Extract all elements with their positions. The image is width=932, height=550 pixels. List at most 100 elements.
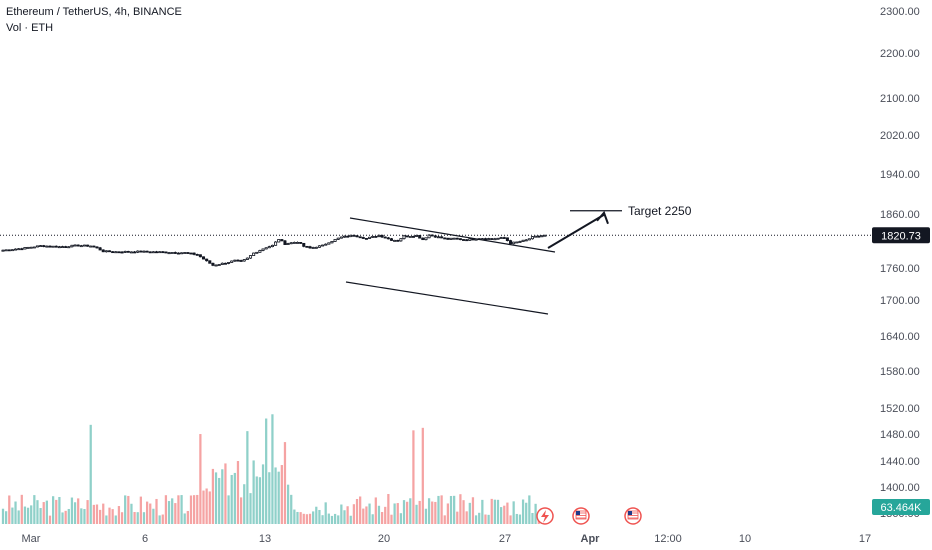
candle-body (308, 246, 312, 249)
candle-body (133, 251, 137, 254)
volume-bar (161, 514, 164, 524)
y-tick-label: 1640.00 (880, 331, 920, 343)
current-volume-tag (872, 499, 930, 515)
candle-body (411, 236, 415, 238)
candle-body (17, 248, 21, 251)
y-tick-label: 1760.00 (880, 263, 920, 275)
y-tick-label: 2100.00 (880, 93, 920, 105)
x-tick-label: 13 (259, 533, 271, 545)
candle-body (205, 258, 209, 262)
volume-bar (490, 498, 493, 524)
candle-body (142, 250, 146, 253)
candle-body (458, 238, 462, 241)
candle-body (346, 235, 350, 238)
volume-bar (258, 477, 262, 524)
x-tick-label: Apr (581, 533, 601, 545)
x-tick-label: 20 (378, 533, 390, 545)
target-arrow[interactable] (547, 213, 605, 249)
flag-canton (576, 511, 580, 515)
candle-body (327, 242, 331, 245)
candle-body (521, 239, 525, 242)
volume-bar (409, 498, 412, 524)
volume-bar (136, 512, 139, 524)
volume-bar (5, 511, 8, 524)
volume-bar (493, 499, 497, 524)
volume-bar (468, 502, 471, 524)
volume-bar (484, 514, 487, 524)
lightning-icon (541, 510, 549, 523)
candle-body (305, 245, 309, 248)
candle-body (73, 244, 77, 247)
channel-upper-line[interactable] (349, 217, 556, 253)
volume-bar (402, 500, 406, 524)
candle-body (421, 237, 425, 241)
volume-bar (362, 508, 365, 524)
volume-bar (252, 460, 255, 524)
volume-bar (1, 508, 5, 524)
volume-bar (36, 500, 39, 524)
candle-body (239, 260, 243, 262)
volume-bar (274, 467, 277, 524)
volume-bar (481, 499, 484, 524)
volume-bar (127, 495, 130, 524)
volume-bar (368, 503, 371, 524)
candle-body (104, 250, 108, 253)
candle-body (443, 237, 447, 240)
candle-body (136, 250, 140, 253)
channel-lower-line[interactable] (345, 281, 549, 315)
volume-bar (324, 502, 327, 524)
volume-bar (202, 490, 205, 524)
volume-bar (8, 495, 11, 524)
volume-bar (20, 494, 23, 524)
volume-bar (180, 495, 183, 524)
volume-bar (189, 495, 193, 524)
volume-bar (525, 502, 528, 524)
candle-body (355, 235, 359, 238)
volume-bar (346, 506, 349, 524)
volume-bar (377, 505, 381, 524)
volume-bar (431, 501, 434, 524)
volume-bar (114, 515, 117, 524)
volume-bar (55, 499, 58, 524)
candle-body (195, 254, 199, 256)
volume-bar (337, 515, 340, 524)
candle-body (82, 244, 86, 247)
candle-body (54, 245, 58, 248)
volume-bar (371, 514, 374, 524)
volume-bar (424, 508, 428, 524)
y-tick-label: 1700.00 (880, 295, 920, 307)
candle-body (189, 252, 193, 255)
volume-bar (33, 495, 36, 524)
candle-body (277, 239, 281, 243)
candle-body (230, 260, 234, 263)
volume-bar (77, 498, 80, 524)
candle-body (180, 252, 184, 255)
target-label: Target 2250 (628, 204, 692, 218)
candle-body (86, 244, 90, 247)
candle-body (396, 239, 400, 242)
candle-body (267, 246, 271, 249)
volume-bar (290, 494, 293, 524)
candle-body (505, 237, 509, 242)
candle-body (208, 260, 212, 264)
candle-body (487, 238, 491, 240)
volume-bar (249, 493, 252, 524)
symbol-title[interactable]: Ethereum / TetherUS, 4h, BINANCE (6, 6, 182, 18)
candle-body (14, 248, 18, 251)
volume-bar (130, 503, 133, 524)
candle-body (220, 262, 224, 265)
candle-body (540, 235, 544, 238)
volume-bar (456, 511, 459, 524)
candle-body (509, 240, 513, 245)
volume-bar (465, 511, 468, 524)
candle-body (518, 241, 522, 243)
volume-bar (208, 491, 211, 524)
volume-bar (305, 514, 309, 524)
volume-bar (177, 495, 180, 524)
volume-bar (230, 474, 233, 524)
volume-bar (211, 468, 215, 524)
volume-bar (453, 495, 456, 524)
volume-bar (265, 418, 268, 524)
candle-body (415, 235, 419, 237)
